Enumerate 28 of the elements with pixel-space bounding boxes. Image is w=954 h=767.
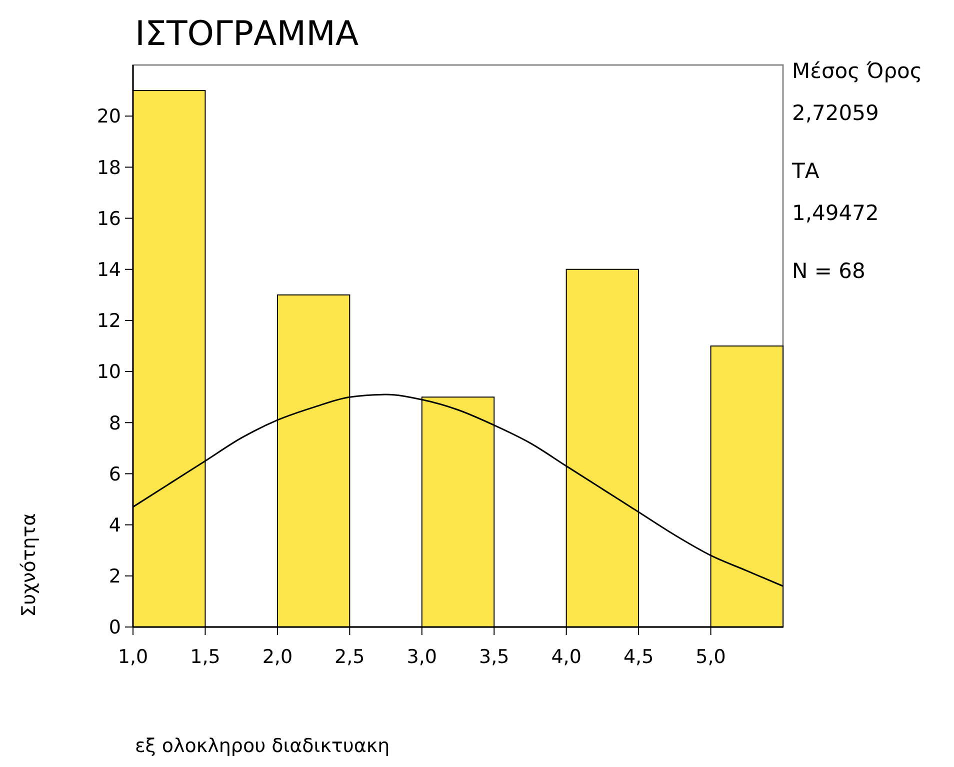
x-tick-label: 3,0 [406, 646, 437, 668]
y-tick-label: 16 [96, 208, 121, 230]
y-tick-label: 8 [108, 412, 121, 434]
y-tick-label: 18 [96, 156, 121, 179]
y-tick-label: 10 [96, 361, 121, 384]
y-axis-title: Συχνότητα [18, 513, 40, 617]
x-tick-label: 2,0 [262, 646, 293, 668]
y-tick-label: 0 [108, 616, 121, 639]
y-tick-label: 2 [108, 566, 121, 588]
y-tick-label: 12 [96, 310, 121, 332]
x-tick-label: 1,5 [190, 646, 220, 668]
x-tick-label: 3,5 [479, 646, 510, 668]
y-tick-label: 14 [96, 259, 121, 282]
x-tick-label: 4,5 [623, 646, 654, 668]
y-tick-label: 6 [108, 463, 121, 486]
x-tick-label: 4,0 [551, 646, 582, 668]
chart-title: ΙΣΤΟΓΡΑΜΜΑ [135, 14, 359, 54]
y-tick-label: 4 [108, 514, 121, 536]
text: N = 68 [792, 259, 866, 283]
x-tick-label: 5,0 [696, 646, 726, 668]
x-tick-label: 1,0 [118, 646, 148, 668]
x-tick-label: 2,5 [334, 646, 365, 668]
y-tick-label: 20 [96, 106, 121, 128]
text: 2,72059 [792, 101, 879, 125]
text: Μέσος Όρος [792, 59, 922, 83]
text: 1,49472 [792, 201, 879, 225]
x-axis-title: εξ ολοκληρου διαδικτυακη [135, 735, 390, 757]
text: ΤΑ [791, 159, 820, 183]
